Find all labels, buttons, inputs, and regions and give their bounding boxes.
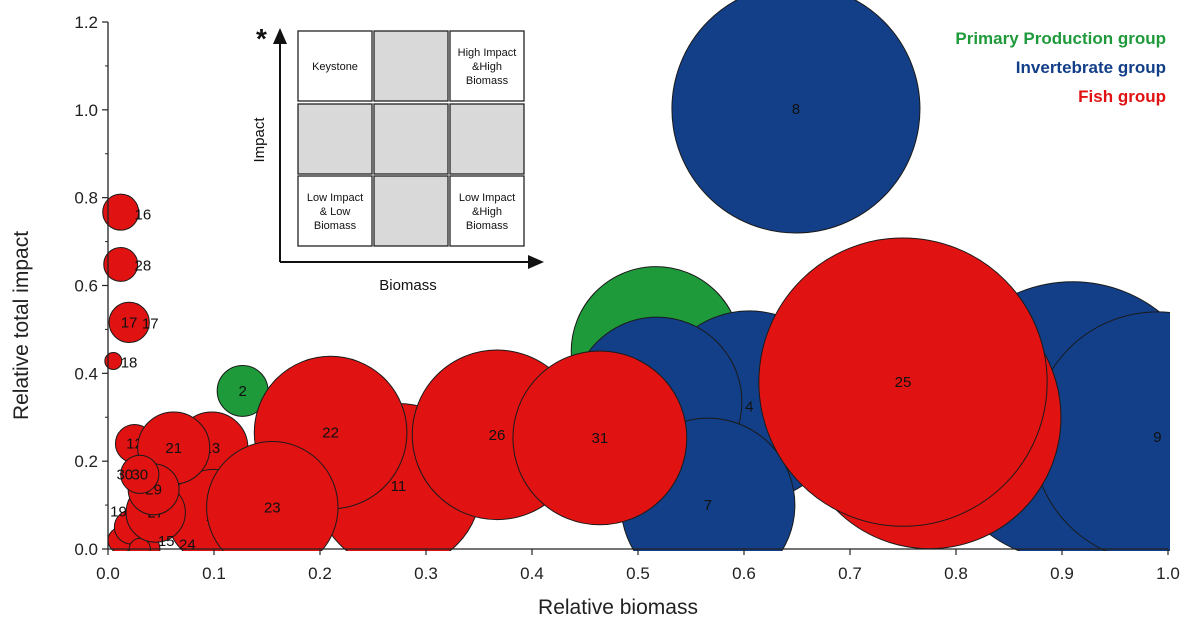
x-tick-label: 0.1 [202,564,226,583]
x-tick-label: 0.5 [626,564,650,583]
bubble-label: 2 [238,383,246,400]
y-tick-label: 0.4 [74,364,98,383]
bubble-label: 11 [391,478,407,495]
inset-cell-text: &High [472,206,502,218]
bubble-label: 21 [165,440,182,457]
x-tick-label: 0.8 [944,564,968,583]
y-tick-label: 0.6 [74,277,98,296]
bubble-17: 17 [108,301,150,344]
bubble-label: 22 [322,425,339,442]
bubble-outside-labels: 16 28 17 18 30 19 15 24 [110,206,196,553]
legend-entry: Primary Production group [955,29,1166,48]
bubble-label: 17 [121,314,138,331]
bubble-30: 30 [120,454,160,494]
bubble-label: 8 [792,101,800,118]
x-tick-label: 0.6 [732,564,756,583]
bubble-outside-label: 15 [158,533,175,550]
x-tick-label: 0.2 [308,564,332,583]
bubble-16 [102,193,140,231]
x-tick-label: 0.7 [838,564,862,583]
inset-x-label: Biomass [379,277,437,294]
inset-cell [297,103,373,175]
inset-y-arrow [273,28,287,44]
inset-cell [449,103,525,175]
inset-cell [373,30,449,102]
bubble-outside-label: 17 [142,316,159,333]
legend-entry: Invertebrate group [1016,58,1166,77]
inset-cell-text: Biomass [314,220,357,232]
inset-cell-text: Low Impact [307,192,363,204]
x-tick-label: 1.0 [1156,564,1180,583]
bubble-outside-label: 24 [179,537,196,554]
inset-cell [373,103,449,175]
bubble-label: 9 [1153,429,1161,446]
bubble-outside-label: 19 [110,504,127,521]
bubble-layer: 123456789101112131417212223252627293031 [102,0,1170,551]
bubble-18 [104,352,123,371]
x-axis-title: Relative biomass [538,596,698,619]
bubble-circle [104,352,123,371]
bubble-label: 23 [264,499,281,516]
y-axis-title: Relative total impact [10,231,33,420]
inset-cell-text: Low Impact [459,192,515,204]
bubble-circle [512,350,688,526]
bubble-circle [671,0,921,234]
bubble-label: 31 [591,430,608,447]
inset-marker: * [256,23,267,54]
bubble-label: 26 [489,427,506,444]
x-tick-label: 0.3 [414,564,438,583]
bubble-circle [206,441,339,551]
bubble-label: 25 [895,374,912,391]
y-tick-label: 1.0 [74,101,98,120]
x-tick-label: 0.4 [520,564,544,583]
x-tick-label: 0.0 [96,564,120,583]
inset-cell-text: &High [472,61,502,73]
axes: 0.0 0.1 0.2 0.3 0.4 0.5 0.6 0.7 0.8 0.9 1.0 0.0 0.2 0… [10,13,1180,619]
bubble-label: 7 [704,497,712,514]
inset-cell-text: Keystone [312,61,358,73]
y-tick-label: 0.2 [74,452,98,471]
inset-cell-text: High Impact [458,47,517,59]
quadrant-inset: * Biomass Impact Keystone High Impact&High Bi… [251,20,552,300]
bubble-outside-label: 30 [116,466,133,483]
y-tick-label: 0.0 [74,540,98,559]
bubble-8: 8 [671,0,921,234]
bubble-label: 30 [131,466,148,483]
y-tick-label: 1.2 [74,13,98,32]
bubble-label: 4 [745,398,753,415]
bubble-outside-label: 16 [135,206,152,223]
bubble-circle [108,301,150,344]
inset-cell-text: Biomass [466,75,509,87]
x-tick-label: 0.9 [1050,564,1074,583]
inset-x-arrow [528,255,544,269]
inset-cell [297,175,373,247]
bubble-circle [103,246,139,282]
y-tick-label: 0.8 [74,189,98,208]
bubble-circle [120,454,160,494]
inset-cell [449,30,525,102]
bubble-28 [103,246,139,282]
inset-y-label: Impact [251,117,268,163]
inset-cell [297,30,373,102]
legend: Primary Production group Invertebrate gro… [955,29,1166,106]
bubble-23: 23 [206,441,339,551]
inset-cell [373,175,449,247]
bubble-25: 25 [758,237,1048,527]
bubble-outside-label: 18 [121,354,138,371]
legend-entry: Fish group [1078,87,1166,106]
bubble-outside-label: 28 [135,258,152,275]
bubble-31: 31 [512,350,688,526]
inset-cell [449,175,525,247]
bubble-circle [758,237,1048,527]
inset-cell-text: Biomass [466,220,509,232]
inset-cell-text: & Low [320,206,351,218]
bubble-circle [102,193,140,231]
